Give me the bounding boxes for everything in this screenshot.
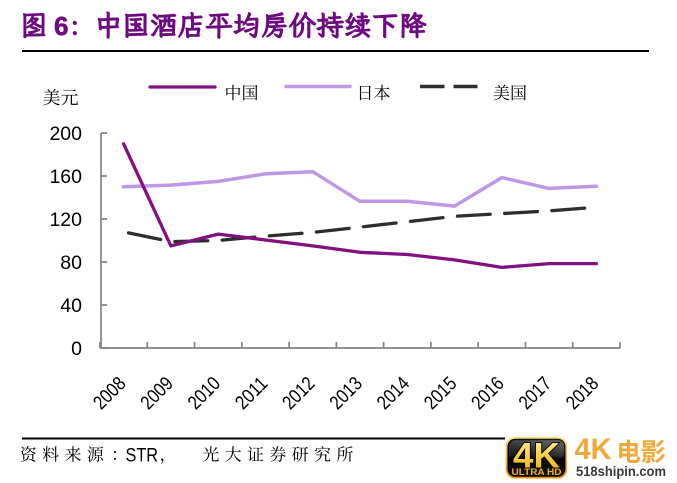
svg-text:ULTRA HD: ULTRA HD xyxy=(512,467,563,477)
svg-text:120: 120 xyxy=(49,209,82,231)
svg-text:40: 40 xyxy=(60,295,82,317)
svg-text:4K: 4K xyxy=(575,433,613,466)
svg-text:80: 80 xyxy=(60,252,82,274)
svg-text:518shipin.com: 518shipin.com xyxy=(576,464,666,479)
svg-text:200: 200 xyxy=(49,123,82,145)
svg-text:160: 160 xyxy=(49,166,82,188)
svg-text:4K: 4K xyxy=(513,436,560,476)
svg-text:6: 6 xyxy=(54,11,68,41)
svg-text:STR: STR xyxy=(126,445,159,467)
svg-text:0: 0 xyxy=(71,338,82,360)
